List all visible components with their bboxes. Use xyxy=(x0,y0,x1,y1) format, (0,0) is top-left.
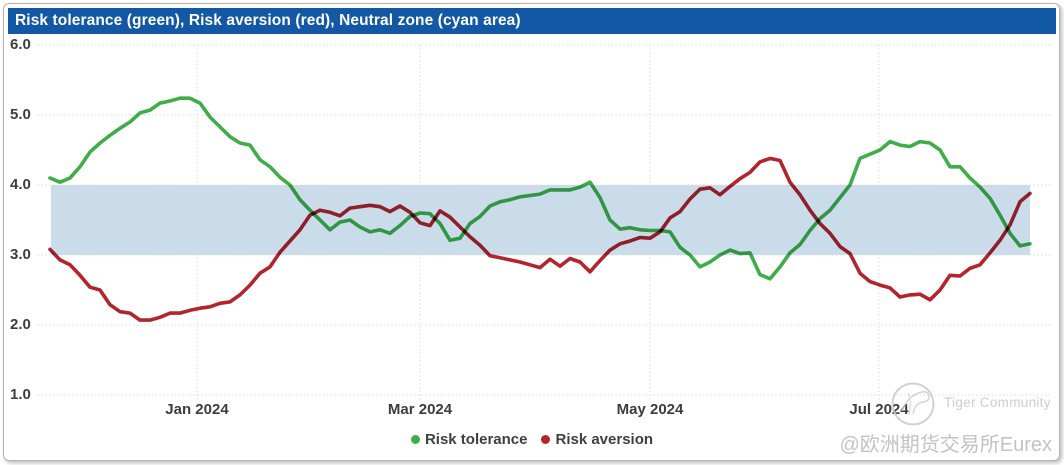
watermark-community: Tiger Community xyxy=(944,395,1051,410)
risk-tolerance-line xyxy=(48,96,1032,281)
y-tick-3: 3.0 xyxy=(10,246,31,263)
y-tick-6: 6.0 xyxy=(10,36,31,53)
x-tick-may-2024: May 2024 xyxy=(616,401,684,418)
chart-title: Risk tolerance (green), Risk aversion (r… xyxy=(15,12,521,29)
legend-label-risk-aversion: Risk aversion xyxy=(555,431,654,448)
y-tick-5: 5.0 xyxy=(10,106,31,123)
y-tick-1: 1.0 xyxy=(10,386,31,403)
y-tick-2: 2.0 xyxy=(10,316,31,333)
risk-aversion-line xyxy=(48,156,1032,322)
x-tick-jan-2024: Jan 2024 xyxy=(165,401,229,418)
x-tick-mar-2024: Mar 2024 xyxy=(387,401,453,418)
legend-dot-green-icon xyxy=(410,435,420,444)
chart-legend: Risk tolerance Risk aversion xyxy=(0,431,1064,448)
legend-dot-red-icon xyxy=(541,435,551,444)
watermark-handle: @欧洲期货交易所Eurex xyxy=(839,434,1052,456)
legend-label-risk-tolerance: Risk tolerance xyxy=(424,431,528,448)
legend-item-risk-aversion: Risk aversion xyxy=(541,431,653,448)
tiger-logo-icon xyxy=(891,382,935,426)
y-tick-4: 4.0 xyxy=(10,176,31,193)
legend-item-risk-tolerance: Risk tolerance xyxy=(410,431,528,448)
x-tick-jul-2024: Jul 2024 xyxy=(849,401,909,418)
neutral-zone-band xyxy=(51,185,1030,255)
chart-title-bar: Risk tolerance (green), Risk aversion (r… xyxy=(8,8,1056,34)
